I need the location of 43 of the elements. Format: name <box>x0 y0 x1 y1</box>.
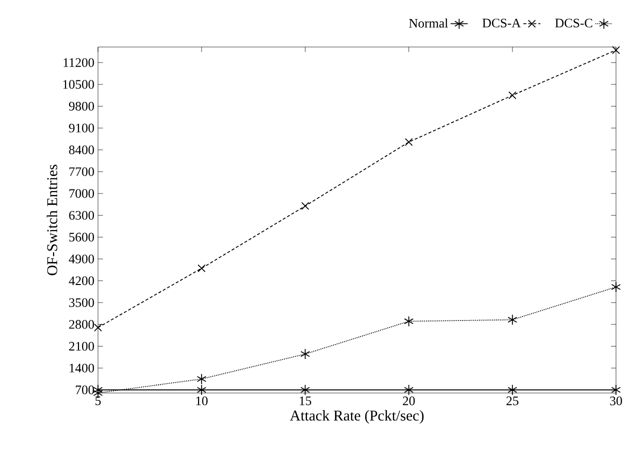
y-tick-label: 11200 <box>64 58 94 67</box>
point <box>612 46 620 54</box>
y-tick-label: 5600 <box>69 232 94 242</box>
y-tick-label: 9800 <box>69 102 94 111</box>
y-tick-label: 6300 <box>69 210 94 220</box>
point <box>196 374 206 384</box>
point <box>404 138 413 146</box>
x-tick-label: 15 <box>300 396 312 406</box>
point <box>611 282 621 292</box>
point <box>404 316 414 327</box>
point <box>508 91 516 100</box>
x-tick-label: 30 <box>610 396 622 406</box>
y-tick-label: 4900 <box>68 254 94 264</box>
y-tick-label: 10500 <box>63 80 94 89</box>
legend-label: Normal <box>409 18 448 28</box>
y-axis-title: OF-Switch Entries <box>46 164 58 276</box>
point <box>611 384 621 396</box>
legend-label: DCS-A <box>482 18 521 28</box>
point <box>94 324 102 332</box>
y-tick-label: 7000 <box>69 189 94 198</box>
y-tick-label: 9100 <box>69 124 94 132</box>
y-tick-label: 4200 <box>68 276 94 286</box>
point <box>508 384 518 396</box>
x-tick-label: 5 <box>96 396 101 406</box>
x-tick-label: 20 <box>402 396 415 406</box>
point <box>404 384 414 396</box>
x-tick-label: 10 <box>196 396 208 406</box>
y-tick-label: 2100 <box>69 342 94 351</box>
legend-label: DCS-C <box>555 18 592 28</box>
x-tick-label: 25 <box>506 396 518 406</box>
y-tick-label: 2800 <box>69 320 94 329</box>
y-tick-label: 8400 <box>69 145 94 154</box>
y-tick-label: 7700 <box>69 167 94 176</box>
point <box>198 264 206 272</box>
x-axis-title: Attack Rate (Pckt/sec) <box>290 410 424 424</box>
y-tick-label: 700 <box>76 386 94 394</box>
y-tick-label: 1400 <box>70 364 94 372</box>
point <box>300 384 310 396</box>
point <box>300 348 310 360</box>
point <box>196 384 206 396</box>
point <box>301 202 310 210</box>
point <box>508 314 518 326</box>
y-tick-label: 3500 <box>69 298 94 307</box>
